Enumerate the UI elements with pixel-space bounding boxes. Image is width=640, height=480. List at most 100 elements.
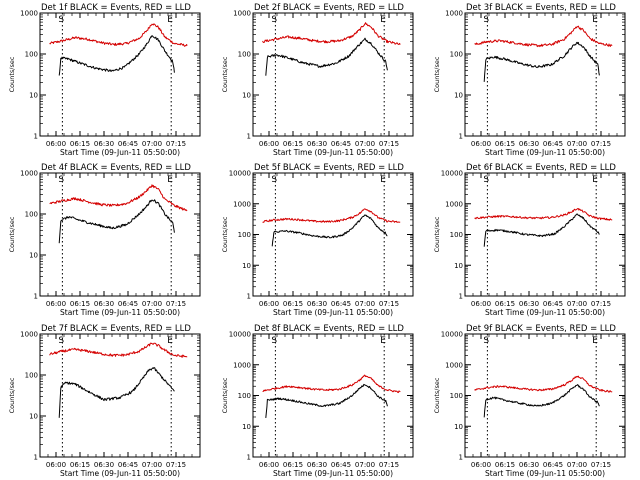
x-tick-label: 07:00 — [355, 300, 375, 308]
x-tick-label: 06:30 — [94, 140, 114, 148]
x-tick-label: 07:00 — [567, 140, 587, 148]
y-tick-label: 1 — [459, 454, 463, 462]
y-tick-label: 1000 — [20, 10, 38, 18]
panel-det-1: Det 1f BLACK = Events, RED = LLD 1 10 100 10… — [8, 3, 201, 157]
x-tick-label: 06:30 — [307, 461, 327, 469]
x-tick-label: 06:15 — [70, 140, 90, 148]
x-tick-label: 06:30 — [94, 461, 114, 469]
y-tick-label: 1 — [34, 454, 38, 462]
y-tick-label: 100 — [450, 231, 463, 239]
x-tick-label: 06:15 — [283, 461, 303, 469]
panel-det-7: Det 7f BLACK = Events, RED = LLD 1 10 100 10… — [8, 324, 201, 478]
y-tick-label: 1 — [34, 133, 38, 141]
x-tick-label: 06:00 — [471, 300, 491, 308]
x-tick-label: 06:15 — [283, 140, 303, 148]
y-axis-label: Counts/sec — [8, 216, 16, 252]
panel-det-2: Det 2f BLACK = Events, RED = LLD 1 10 100 10… — [221, 3, 414, 157]
plot-frame — [39, 333, 201, 458]
x-tick-label: 06:30 — [519, 140, 539, 148]
plot-frame — [464, 172, 626, 297]
x-tick-label: 06:45 — [118, 300, 138, 308]
interval-flag: E — [592, 175, 598, 185]
x-tick-label: 06:45 — [543, 140, 563, 148]
y-tick-label: 1 — [34, 293, 38, 301]
x-tick-label: 06:00 — [259, 300, 279, 308]
interval-flag: E — [380, 15, 386, 25]
x-tick-label: 07:00 — [142, 300, 162, 308]
plot-frame — [39, 12, 201, 137]
interval-flag: S — [483, 336, 489, 346]
interval-flag: S — [483, 175, 489, 185]
events-series-line — [483, 384, 600, 418]
interval-flag: S — [58, 175, 64, 185]
x-tick-label: 06:15 — [495, 461, 515, 469]
chart-title: Det 6f BLACK = Events, RED = LLD — [466, 163, 616, 173]
y-tick-label: 100 — [450, 51, 463, 59]
x-tick-label: 06:00 — [259, 140, 279, 148]
x-tick-label: 07:15 — [379, 300, 399, 308]
y-axis-label: Counts/sec — [433, 56, 441, 92]
y-tick-label: 10 — [242, 262, 251, 270]
chart-title: Det 8f BLACK = Events, RED = LLD — [254, 324, 404, 334]
interval-flag: S — [58, 15, 64, 25]
plot-frame — [39, 172, 201, 297]
x-tick-label: 06:00 — [46, 300, 66, 308]
x-axis-label: Start Time (09-Jun-11 05:50:00) — [273, 148, 393, 157]
interval-flag: E — [592, 336, 598, 346]
y-tick-label: 1000 — [445, 10, 463, 18]
x-tick-label: 06:15 — [70, 300, 90, 308]
y-tick-label: 10 — [242, 423, 251, 431]
x-tick-label: 07:00 — [355, 461, 375, 469]
chart-title: Det 9f BLACK = Events, RED = LLD — [466, 324, 616, 334]
y-tick-label: 100 — [450, 392, 463, 400]
interval-flag: E — [167, 15, 173, 25]
x-tick-label: 06:00 — [259, 461, 279, 469]
x-tick-label: 06:30 — [94, 300, 114, 308]
x-tick-label: 07:15 — [166, 300, 186, 308]
x-tick-label: 06:15 — [70, 461, 90, 469]
y-tick-label: 10 — [454, 92, 463, 100]
chart-title: Det 1f BLACK = Events, RED = LLD — [41, 3, 191, 13]
plot-frame — [464, 333, 626, 458]
x-tick-label: 06:15 — [495, 140, 515, 148]
panel-det-3: Det 3f BLACK = Events, RED = LLD 1 10 100 10… — [433, 3, 626, 157]
events-series-line — [271, 214, 388, 247]
plot-frame — [252, 333, 414, 458]
lld-series-line — [474, 375, 613, 393]
lld-series-line — [262, 22, 401, 45]
panel-det-4: Det 4f BLACK = Events, RED = LLD 1 10 100 10… — [8, 163, 201, 317]
x-tick-label: 07:00 — [355, 140, 375, 148]
lld-series-line — [262, 374, 401, 394]
x-tick-label: 06:15 — [495, 300, 515, 308]
y-tick-label: 1000 — [445, 361, 463, 369]
events-series-line — [265, 383, 388, 418]
x-tick-label: 07:00 — [567, 461, 587, 469]
x-tick-label: 06:45 — [331, 300, 351, 308]
x-tick-label: 07:15 — [166, 140, 186, 148]
y-tick-label: 1 — [459, 293, 463, 301]
y-tick-label: 1000 — [20, 331, 38, 339]
lld-series-line — [49, 23, 188, 47]
x-axis-label: Start Time (09-Jun-11 05:50:00) — [485, 308, 605, 317]
y-tick-label: 1000 — [233, 10, 251, 18]
x-tick-label: 06:00 — [471, 461, 491, 469]
y-axis-label: Counts/sec — [8, 377, 16, 413]
interval-flag: E — [592, 15, 598, 25]
y-tick-label: 10 — [29, 413, 38, 421]
events-series-line — [265, 37, 388, 76]
y-tick-label: 1 — [459, 133, 463, 141]
x-axis-label: Start Time (09-Jun-11 05:50:00) — [60, 469, 180, 478]
x-axis-label: Start Time (09-Jun-11 05:50:00) — [485, 469, 605, 478]
y-axis-label: Counts/sec — [221, 216, 229, 252]
x-tick-label: 07:15 — [591, 461, 611, 469]
y-tick-label: 10 — [454, 423, 463, 431]
events-series-line — [58, 367, 175, 418]
x-tick-label: 07:15 — [166, 461, 186, 469]
y-tick-label: 1000 — [445, 200, 463, 208]
chart-title: Det 4f BLACK = Events, RED = LLD — [41, 163, 191, 173]
x-tick-label: 06:45 — [331, 140, 351, 148]
y-tick-label: 100 — [238, 51, 251, 59]
x-tick-label: 07:00 — [567, 300, 587, 308]
y-axis-label: Counts/sec — [221, 377, 229, 413]
chart-title: Det 2f BLACK = Events, RED = LLD — [254, 3, 404, 13]
